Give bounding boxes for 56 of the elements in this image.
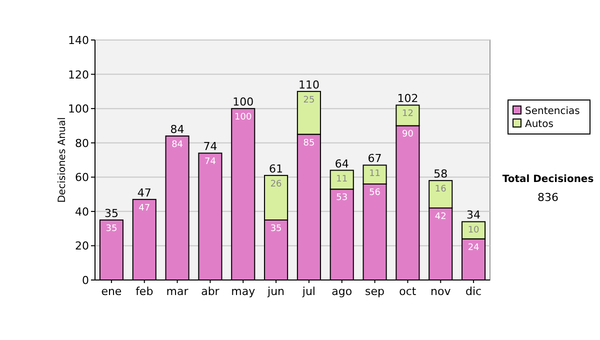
data-label: 100 [234, 112, 252, 123]
x-tick-label: mar [166, 285, 189, 298]
text: Total Decisiones [502, 174, 594, 185]
total-label: 34 [466, 208, 481, 222]
y-axis-title: Decisiones Anual [57, 117, 68, 203]
data-label: 25 [303, 95, 315, 106]
data-label: 11 [336, 174, 348, 184]
total-label: 35 [104, 207, 118, 220]
total-label: 67 [368, 152, 382, 166]
total-label: 102 [397, 92, 418, 106]
data-label: 74 [204, 157, 216, 168]
x-tick-label: sep [365, 285, 385, 298]
data-label: 35 [270, 224, 282, 234]
y-tick-label: 120 [68, 68, 89, 82]
data-label: 16 [434, 184, 447, 195]
y-tick-label: 60 [75, 171, 89, 184]
total-label: 110 [298, 78, 320, 92]
x-tick-label: jul [301, 285, 316, 298]
data-label: 35 [106, 224, 118, 234]
data-label: 56 [369, 188, 381, 198]
total-label: 84 [170, 123, 184, 136]
data-label: 47 [138, 203, 150, 214]
total-label: 47 [137, 186, 152, 200]
x-tick-label: dic [465, 285, 482, 298]
data-label: 26 [270, 179, 282, 190]
x-tick-label: ago [332, 285, 352, 298]
x-tick-label: feb [136, 285, 154, 298]
data-label: 90 [402, 130, 414, 140]
legend-label: Sentencias [525, 106, 580, 117]
total-label: 64 [334, 157, 349, 170]
y-tick-label: 80 [75, 136, 89, 150]
x-tick-label: may [231, 285, 256, 298]
x-tick-label: abr [201, 285, 220, 298]
text: 836 [538, 191, 558, 204]
data-label: 53 [336, 193, 348, 204]
total-label: 74 [203, 140, 218, 154]
total-label: 100 [232, 96, 254, 109]
y-tick-label: 0 [82, 274, 89, 287]
data-label: 10 [468, 226, 480, 236]
x-tick-label: ene [101, 285, 122, 298]
x-tick-label: jun [266, 285, 285, 298]
x-tick-label: oct [399, 285, 417, 298]
data-label: 84 [172, 140, 184, 150]
data-label: 85 [303, 138, 315, 148]
total-label: 58 [434, 168, 448, 181]
data-label: 42 [434, 212, 446, 222]
legend-label: Autos [525, 119, 554, 130]
y-tick-label: 140 [68, 34, 89, 47]
y-tick-label: 20 [75, 240, 89, 253]
y-tick-label: 40 [75, 205, 89, 218]
x-tick-label: nov [430, 285, 452, 298]
data-label: 24 [468, 242, 480, 253]
y-tick-label: 100 [68, 102, 89, 116]
total-label: 61 [269, 162, 284, 176]
data-label: 11 [369, 169, 381, 180]
data-label: 12 [402, 109, 414, 120]
